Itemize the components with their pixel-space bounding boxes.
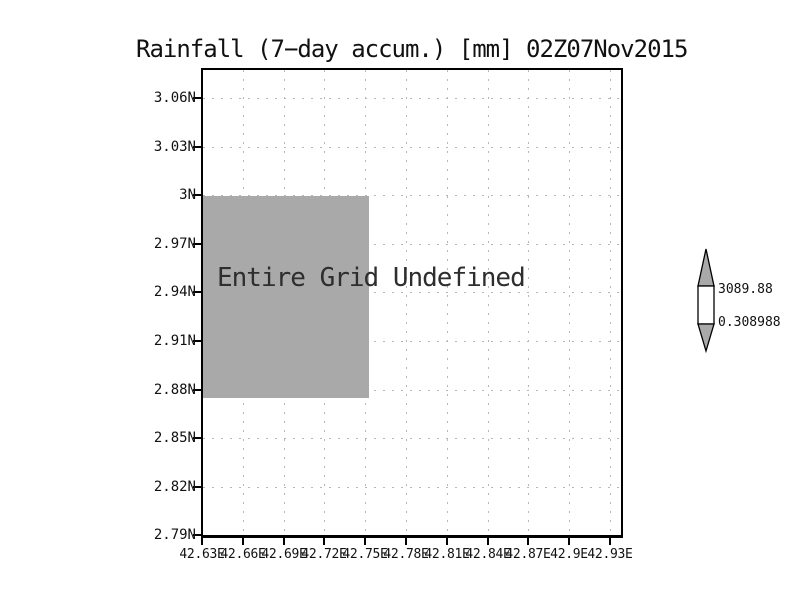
y-tick-label: 2.82N — [153, 479, 196, 495]
x-tick-mark — [527, 538, 529, 545]
y-tick-mark — [193, 340, 201, 342]
gridline-horizontal — [203, 292, 621, 293]
y-tick-label: 2.91N — [153, 333, 196, 349]
gridline-horizontal — [203, 244, 621, 245]
chart-title: Rainfall (7−day accum.) [mm] 02Z07Nov201… — [136, 35, 688, 63]
undefined-region-shade — [203, 196, 369, 398]
x-tick-label: 42.63E — [179, 547, 225, 562]
x-tick-mark — [609, 538, 611, 545]
y-tick-mark — [193, 389, 201, 391]
gridline-horizontal — [203, 390, 621, 391]
gridline-horizontal — [203, 98, 621, 99]
x-tick-mark — [568, 538, 570, 545]
y-tick-label: 2.88N — [153, 382, 196, 398]
undefined-annotation: Entire Grid Undefined — [217, 263, 526, 293]
colorbar-cell — [697, 285, 715, 325]
plot-area — [201, 68, 623, 538]
gridline-horizontal — [203, 487, 621, 488]
y-tick-mark — [193, 486, 201, 488]
y-tick-mark — [193, 534, 201, 536]
colorbar-min-label: 0.308988 — [718, 315, 781, 330]
x-tick-label: 42.72E — [301, 547, 347, 562]
y-tick-label: 2.85N — [153, 430, 196, 446]
gridline-vertical — [488, 70, 489, 535]
gridline-vertical — [569, 70, 570, 535]
x-tick-label: 42.66E — [220, 547, 266, 562]
x-tick-label: 42.78E — [383, 547, 429, 562]
colorbar-max-label: 3089.88 — [718, 282, 773, 297]
gridline-horizontal — [203, 147, 621, 148]
gridline-vertical — [406, 70, 407, 535]
colorbar — [697, 248, 715, 354]
x-tick-label: 42.84E — [465, 547, 511, 562]
x-tick-label: 42.87E — [505, 547, 551, 562]
x-tick-label: 42.69E — [261, 547, 307, 562]
gridline-vertical — [447, 70, 448, 535]
x-tick-label: 42.93E — [587, 547, 633, 562]
gridline-horizontal — [203, 438, 621, 439]
x-tick-label: 42.9E — [550, 547, 588, 562]
gridline-horizontal — [203, 195, 621, 196]
x-tick-mark — [323, 538, 325, 545]
colorbar-arrow-down-icon — [697, 323, 715, 354]
y-tick-label: 2.79N — [153, 527, 196, 543]
gridline-horizontal — [203, 341, 621, 342]
x-tick-mark — [201, 538, 203, 545]
y-tick-label: 2.97N — [153, 236, 196, 252]
y-tick-mark — [193, 194, 201, 196]
y-tick-mark — [193, 97, 201, 99]
y-tick-label: 3.06N — [153, 90, 196, 106]
y-tick-mark — [193, 437, 201, 439]
x-tick-label: 42.75E — [342, 547, 388, 562]
x-tick-mark — [242, 538, 244, 545]
gridline-horizontal — [203, 535, 621, 536]
y-tick-label: 2.94N — [153, 284, 196, 300]
y-tick-mark — [193, 243, 201, 245]
x-tick-mark — [446, 538, 448, 545]
x-tick-mark — [283, 538, 285, 545]
gridline-vertical — [528, 70, 529, 535]
x-tick-mark — [364, 538, 366, 545]
x-tick-label: 42.81E — [424, 547, 470, 562]
x-tick-mark — [487, 538, 489, 545]
gridline-vertical — [610, 70, 611, 535]
y-tick-label: 3.03N — [153, 139, 196, 155]
y-tick-label: 3N — [179, 187, 196, 203]
colorbar-arrow-up-icon — [697, 248, 715, 287]
y-tick-mark — [193, 291, 201, 293]
y-tick-mark — [193, 146, 201, 148]
x-tick-mark — [405, 538, 407, 545]
